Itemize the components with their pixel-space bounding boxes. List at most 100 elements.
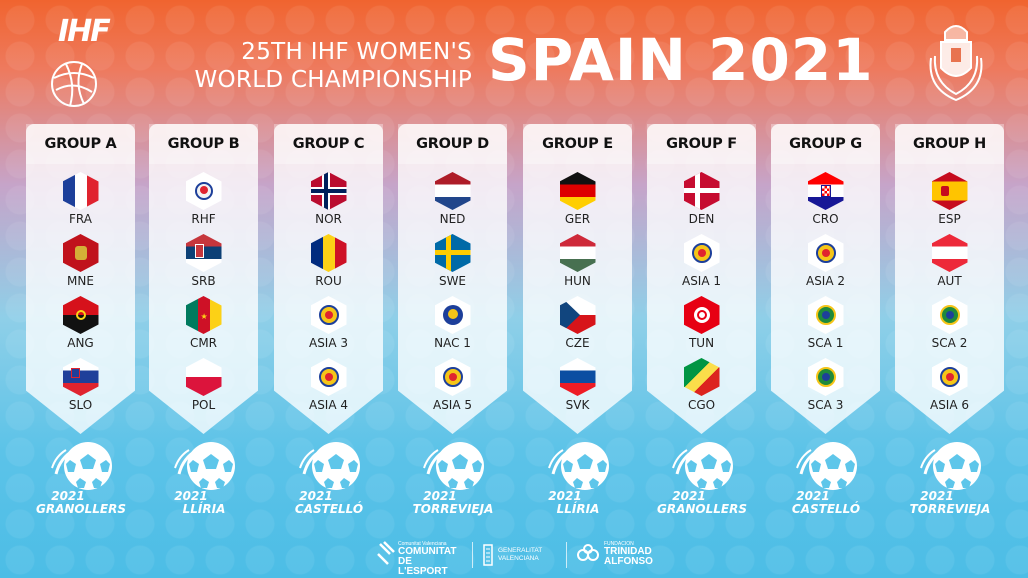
team-code: CZE (565, 336, 590, 350)
group-column: GROUP D NED SWE NAC 1 ASIA 5 (398, 124, 507, 434)
federation-crest-icon (925, 18, 987, 110)
nor-flag-icon (310, 172, 347, 210)
svk-flag-icon (559, 358, 596, 396)
venue-label: 2021 CASTELLÓ (274, 490, 384, 516)
venue-city: TORREVIEJA (412, 502, 494, 516)
group-title: GROUP D (398, 124, 507, 164)
venue-year: 2021 (796, 489, 830, 503)
comunitat-line-2: DE L'ESPORT (398, 556, 448, 577)
team-entry: SLO (26, 358, 135, 416)
team-entry: NAC 1 (398, 296, 507, 354)
asia-flag-icon (310, 296, 347, 334)
venue-label: 2021 GRANOLLERS (647, 490, 757, 516)
footer-divider (472, 542, 473, 568)
team-code: NOR (315, 212, 342, 226)
team-entry: SCA 1 (771, 296, 880, 354)
team-entry: RHF (149, 172, 258, 230)
team-entry: SCA 2 (895, 296, 1004, 354)
ang-flag-icon (62, 296, 99, 334)
team-entry: SRB (149, 234, 258, 292)
team-code: AUT (937, 274, 962, 288)
title-line-2: WORLD CHAMPIONSHIP (194, 67, 472, 93)
team-entry: ASIA 1 (647, 234, 756, 292)
team-entry: HUN (523, 234, 632, 292)
team-entry: SCA 3 (771, 358, 880, 416)
venue-city: GRANOLLERS (36, 502, 126, 516)
team-code: SVK (565, 398, 590, 412)
team-entry: DEN (647, 172, 756, 230)
venue-label: 2021 TORREVIEJA (398, 490, 508, 516)
sca-flag-icon (807, 296, 844, 334)
venue-year: 2021 (299, 489, 333, 503)
team-entry: ASIA 5 (398, 358, 507, 416)
team-entry: FRA (26, 172, 135, 230)
team-code: TUN (688, 336, 715, 350)
venue-badge: 2021 LLÍRIA (523, 438, 633, 522)
venue-label: 2021 LLÍRIA (523, 490, 633, 516)
team-code: SLO (68, 398, 93, 412)
slo-flag-icon (62, 358, 99, 396)
team-code: SCA 2 (931, 336, 968, 350)
groups-grid: GROUP A FRA MNE ANG SLO GROUP B RHF SRB ★ CMR POL G… (26, 124, 1004, 434)
generalitat-line-2: VALENCIANA (498, 555, 539, 562)
team-entry: AUT (895, 234, 1004, 292)
team-code: ESP (938, 212, 961, 226)
group-title: GROUP A (26, 124, 135, 164)
handball-icon (174, 442, 235, 490)
group-title: GROUP C (274, 124, 383, 164)
team-code: ASIA 2 (805, 274, 846, 288)
venue-year: 2021 (920, 489, 954, 503)
fundacion-line-2: ALFONSO (604, 556, 653, 567)
team-entry: POL (149, 358, 258, 416)
team-code: SWE (438, 274, 467, 288)
venue-year: 2021 (174, 489, 208, 503)
cmr-flag-icon: ★ (185, 296, 222, 334)
team-code: ASIA 4 (308, 398, 349, 412)
group-title: GROUP B (149, 124, 258, 164)
team-entry: CRO (771, 172, 880, 230)
team-code: DEN (688, 212, 715, 226)
asia-flag-icon (683, 234, 720, 272)
team-entry: TUN (647, 296, 756, 354)
team-entry: GER (523, 172, 632, 230)
group-column: GROUP F DEN ASIA 1 TUN CGO (647, 124, 756, 434)
team-entry: ASIA 3 (274, 296, 383, 354)
group-column: GROUP C NOR ROU ASIA 3 ASIA 4 (274, 124, 383, 434)
ihf-logo (46, 18, 106, 110)
team-code: SCA 3 (807, 398, 844, 412)
venue-year: 2021 (548, 489, 582, 503)
tun-flag-icon (683, 296, 720, 334)
cro-flag-icon (807, 172, 844, 210)
group-title: GROUP G (771, 124, 880, 164)
venue-badge: 2021 CASTELLÓ (771, 438, 881, 522)
group-column: GROUP E GER HUN CZE SVK (523, 124, 632, 434)
championship-title: 25TH IHF WOMEN'S WORLD CHAMPIONSHIP (150, 38, 472, 94)
venue-city: TORREVIEJA (909, 502, 991, 516)
generalitat-line-1: GENERALITAT (498, 547, 543, 554)
handball-icon (548, 442, 609, 490)
team-entry: NOR (274, 172, 383, 230)
sca-flag-icon (807, 358, 844, 396)
venue-badge: 2021 TORREVIEJA (398, 438, 508, 522)
team-code: CRO (812, 212, 839, 226)
srb-flag-icon (185, 234, 222, 272)
team-code: ASIA 1 (681, 274, 722, 288)
generalitat-icon (483, 544, 493, 566)
team-code: ANG (67, 336, 94, 350)
comunitat-small-text: Comunitat Valenciana (398, 541, 447, 547)
ihf-wordmark: IHF (58, 14, 111, 49)
team-code: HUN (564, 274, 591, 288)
rou-flag-icon (310, 234, 347, 272)
handball-icon (920, 442, 981, 490)
fundacion-icon (577, 544, 599, 561)
team-entry: ★ CMR (149, 296, 258, 354)
sca-flag-icon (931, 296, 968, 334)
group-column: GROUP H ESP AUT SCA 2 ASIA 6 (895, 124, 1004, 434)
venue-label: 2021 LLÍRIA (149, 490, 259, 516)
venue-badge: 2021 GRANOLLERS (647, 438, 757, 522)
team-code: ASIA 6 (929, 398, 970, 412)
mne-flag-icon (62, 234, 99, 272)
team-entry: ASIA 2 (771, 234, 880, 292)
fundacion-line-1: TRINIDAD (604, 546, 652, 557)
team-code: ASIA 3 (308, 336, 349, 350)
